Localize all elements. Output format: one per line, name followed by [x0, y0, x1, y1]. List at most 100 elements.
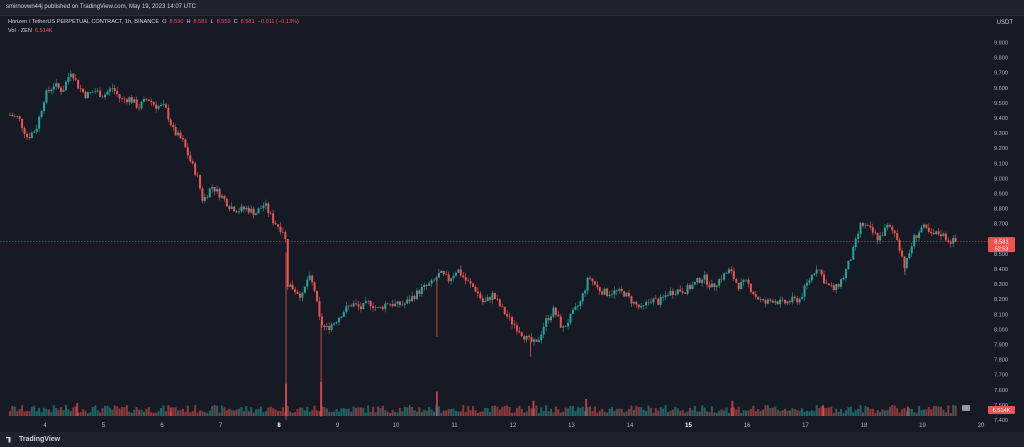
volume-bar	[947, 405, 950, 416]
candle-body	[284, 232, 287, 240]
candle-body	[418, 290, 421, 294]
volume-bar	[581, 406, 584, 416]
volume-bar	[28, 411, 31, 416]
candle-body	[825, 283, 828, 285]
volume-bar	[272, 408, 275, 416]
candle-body	[693, 282, 696, 285]
price-tick-label: 7.900	[994, 343, 1008, 349]
volume-bar	[208, 410, 211, 416]
candle-body	[96, 90, 99, 92]
candle-body	[233, 206, 236, 212]
candle-body	[389, 303, 392, 305]
volume-bar	[13, 406, 16, 416]
volume-bar	[903, 408, 906, 416]
candle-body	[847, 260, 850, 270]
time-tick-label: 7	[219, 423, 223, 429]
candle-body	[757, 296, 760, 300]
candlestick-chart[interactable]: USDT 9.900 9.800 9.700 9.600 9.500 9.400 9.300 9…	[0, 16, 1024, 433]
volume-bar	[862, 412, 865, 416]
candle-body	[701, 279, 704, 283]
time-tick-label: 19	[919, 423, 926, 429]
volume-bar	[645, 411, 648, 416]
candle-body	[569, 313, 572, 323]
candle-body	[355, 303, 358, 305]
candle-body	[937, 231, 940, 235]
volume-bar	[603, 411, 606, 416]
tradingview-logo[interactable]: TradingView	[6, 432, 60, 447]
volume-bar	[781, 410, 784, 416]
volume-bar	[935, 405, 938, 416]
volume-bar	[359, 407, 362, 416]
volume-bar	[403, 406, 406, 416]
volume-bar	[69, 410, 72, 416]
candle-body	[18, 116, 21, 119]
volume-bar	[155, 412, 158, 416]
candle-body	[186, 147, 189, 156]
volume-bar	[259, 406, 262, 416]
volume-bar	[803, 411, 806, 416]
candle-body	[688, 285, 691, 290]
volume-bar	[145, 408, 148, 416]
volume-bar	[67, 409, 70, 416]
volume-bar	[103, 405, 106, 416]
volume-bar	[691, 410, 694, 416]
candle-body	[311, 275, 314, 283]
candle-body	[832, 285, 835, 291]
time-tick-label: 5	[102, 423, 106, 429]
volume-bar	[352, 406, 355, 416]
volume-bar	[762, 409, 765, 416]
price-tick-label: 9.000	[994, 176, 1008, 182]
candle-body	[206, 197, 209, 198]
volume-bar	[335, 409, 338, 416]
time-tick-label: 10	[393, 423, 400, 429]
candle-body	[545, 318, 548, 327]
symbol-title[interactable]: Horizen / TetherUS PERPETUAL CONTRACT, 1…	[8, 19, 160, 25]
candle-body	[313, 282, 316, 291]
volume-bar	[637, 406, 640, 416]
candle-body	[493, 292, 496, 299]
volume-bar	[447, 409, 450, 416]
volume-badge-value: 6.514K	[993, 408, 1011, 414]
volume-bar	[113, 405, 116, 416]
volume-bar	[194, 405, 197, 416]
volume-bar	[684, 412, 687, 416]
volume-bar	[866, 407, 869, 416]
volume-bar	[576, 407, 579, 416]
candle-body	[596, 284, 599, 288]
volume-bar	[493, 405, 496, 416]
candle-body	[593, 281, 596, 285]
volume-bar	[406, 407, 409, 416]
volume-bar	[571, 406, 574, 416]
candle-body	[264, 203, 267, 206]
volume-bar	[186, 405, 189, 416]
candle-body	[245, 207, 248, 210]
volume-bar	[476, 412, 479, 416]
high-label: H	[186, 19, 191, 25]
candle-body	[752, 291, 755, 295]
candle-body	[330, 324, 333, 330]
candle-body	[881, 235, 884, 237]
volume-bar	[389, 412, 392, 416]
volume-label[interactable]: Vol · ZEN	[8, 28, 32, 34]
volume-bar	[540, 407, 543, 416]
time-tick-label: 13	[568, 423, 575, 429]
volume-bar	[727, 412, 730, 416]
candle-body	[718, 278, 721, 286]
candle-body	[830, 285, 833, 286]
volume-bar	[225, 410, 228, 416]
price-tick-label: 7.700	[994, 373, 1008, 379]
candle-body	[708, 284, 711, 288]
volume-bar	[16, 411, 19, 416]
candle-body	[225, 198, 228, 207]
volume-bar	[562, 411, 565, 416]
volume-bar	[484, 407, 487, 416]
candle-body	[47, 90, 50, 92]
candle-body	[84, 91, 87, 99]
volume-bar	[130, 412, 133, 416]
volume-bar	[311, 410, 314, 416]
volume-bar	[891, 405, 894, 416]
candle-body	[591, 278, 594, 282]
chart-frame[interactable]: USDT 9.900 9.800 9.700 9.600 9.500 9.400 9.300 9…	[0, 15, 1024, 433]
volume-bar	[82, 409, 85, 416]
ohlc-row: Horizen / TetherUS PERPETUAL CONTRACT, 1…	[8, 18, 299, 27]
